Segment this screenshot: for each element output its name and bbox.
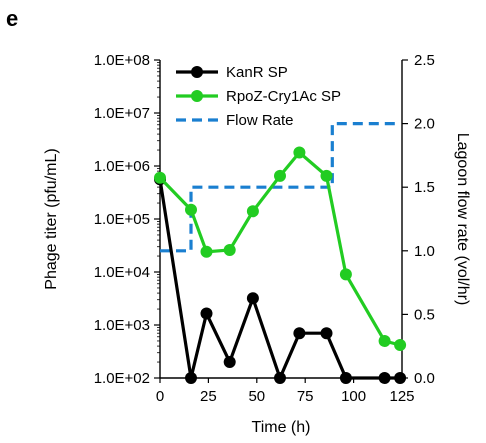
x-tick-label: 0: [156, 388, 164, 405]
data-point-kanr-sp: [339, 372, 352, 384]
legend-label-kanr-sp: KanR SP: [226, 64, 288, 81]
panel-label: e: [6, 6, 18, 31]
y-left-tick-label: 1.0E+03: [94, 317, 150, 334]
y-left-tick-label: 1.0E+08: [94, 52, 150, 69]
data-point-rpoz-cry1ac-sp: [293, 146, 306, 159]
data-point-kanr-sp: [293, 327, 306, 340]
x-tick-label: 50: [248, 388, 265, 405]
y-left-tick-label: 1.0E+05: [94, 211, 150, 228]
legend-marker-kanr-sp: [191, 66, 203, 78]
data-point-kanr-sp: [274, 372, 286, 384]
legend-marker-rpoz-cry1ac-sp: [191, 90, 203, 102]
data-point-rpoz-cry1ac-sp: [185, 203, 197, 216]
x-tick-label: 75: [297, 388, 314, 405]
y-left-tick-label: 1.0E+07: [94, 105, 150, 122]
data-point-kanr-sp: [185, 372, 197, 384]
y-left-axis-title: Phage titer (pfu/mL): [43, 148, 60, 289]
data-point-rpoz-cry1ac-sp: [378, 335, 391, 347]
x-tick-label: 125: [389, 388, 414, 405]
legend-label-flow-rate: Flow Rate: [226, 112, 294, 129]
data-point-rpoz-cry1ac-sp: [200, 245, 213, 258]
series-layer: [154, 121, 407, 384]
series-line-flow-rate: [160, 121, 401, 253]
y-left-tick-label: 1.0E+02: [94, 370, 150, 387]
x-axis-title: Time (h): [252, 419, 311, 436]
legend-label-rpoz-cry1ac-sp: RpoZ-Cry1Ac SP: [226, 88, 341, 105]
axes: 0 25 50 75 100 125 1.0E+02 1.0E+03 1.0E+04 1.0E+0…: [43, 52, 471, 436]
y-right-tick-label: 2.0: [414, 116, 435, 133]
y-right-tick-label: 2.5: [414, 52, 435, 69]
data-point-kanr-sp: [320, 327, 333, 340]
data-point-kanr-sp: [246, 292, 259, 305]
y-right-tick-label: 1.0: [414, 243, 435, 260]
data-point-rpoz-cry1ac-sp: [154, 171, 166, 184]
y-right-axis-title: Lagoon flow rate (vol/hr): [454, 133, 471, 306]
data-point-kanr-sp: [378, 372, 391, 384]
data-point-rpoz-cry1ac-sp: [223, 244, 236, 256]
legend: KanR SP RpoZ-Cry1Ac SP Flow Rate: [176, 64, 341, 129]
data-point-rpoz-cry1ac-sp: [274, 169, 286, 182]
y-right-tick-label: 1.5: [414, 179, 435, 196]
y-left-tick-label: 1.0E+06: [94, 158, 150, 175]
data-point-rpoz-cry1ac-sp: [246, 205, 259, 218]
y-left-tick-label: 1.0E+04: [94, 264, 150, 281]
data-point-rpoz-cry1ac-sp: [394, 339, 407, 351]
data-point-kanr-sp: [394, 372, 407, 384]
data-point-rpoz-cry1ac-sp: [339, 268, 352, 281]
y-right-tick-label: 0.0: [414, 370, 435, 387]
data-point-kanr-sp: [200, 307, 213, 320]
data-point-rpoz-cry1ac-sp: [320, 169, 333, 182]
data-point-kanr-sp: [223, 356, 236, 368]
x-tick-label: 25: [200, 388, 217, 405]
x-tick-label: 100: [341, 388, 366, 405]
y-right-tick-label: 0.5: [414, 306, 435, 323]
